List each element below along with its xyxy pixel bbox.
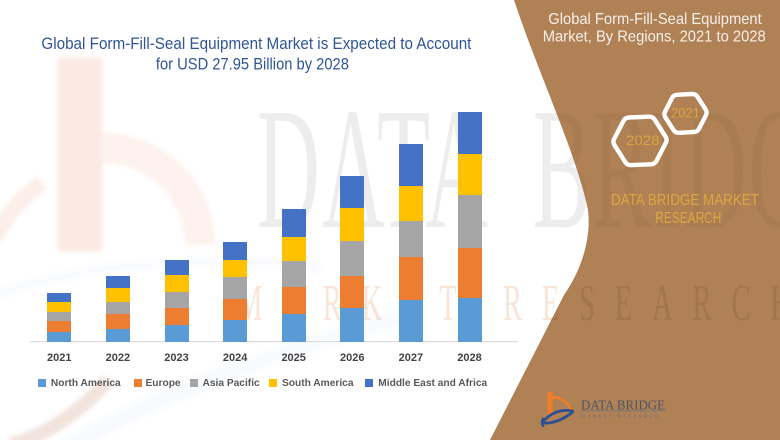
svg-text:Market, By Regions, 2021 to 20: Market, By Regions, 2021 to 2028 — [543, 29, 766, 46]
svg-text:DATA BRIDGE: DATA BRIDGE — [581, 398, 665, 413]
svg-text:for USD 27.95 Billion by 2028: for USD 27.95 Billion by 2028 — [156, 56, 349, 74]
svg-text:2021: 2021 — [671, 105, 700, 121]
svg-text:Global Form-Fill-Seal Equipmen: Global Form-Fill-Seal Equipment — [548, 11, 762, 28]
svg-text:RESEARCH: RESEARCH — [655, 210, 721, 227]
svg-text:MARKET RESEARCH: MARKET RESEARCH — [581, 414, 658, 419]
svg-text:Global Form-Fill-Seal Equipmen: Global Form-Fill-Seal Equipment Market i… — [41, 35, 471, 53]
svg-text:2028: 2028 — [626, 132, 660, 148]
svg-text:DATA BRIDGE MARKET: DATA BRIDGE MARKET — [611, 192, 759, 209]
